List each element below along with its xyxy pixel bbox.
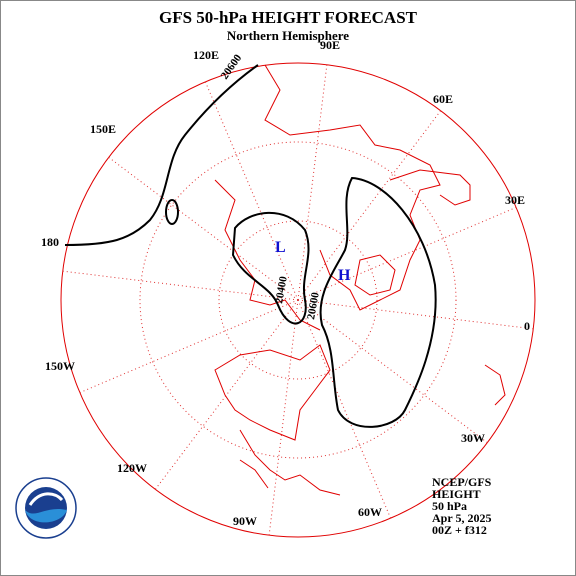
height-contour [64,64,259,246]
longitude-label: 30W [461,431,485,445]
coastline [214,179,321,331]
coastline [214,344,331,441]
longitude-label: 120E [193,48,219,62]
contour-label: 20400 [273,275,290,305]
coastline [354,254,396,296]
height-contour [165,199,179,225]
longitude-label: 30E [505,193,525,207]
longitude-label: 0 [524,319,530,333]
height-contour [231,211,310,325]
latitude-circle [139,141,457,459]
longitude-label: 120W [117,461,147,475]
noaa-logo [15,477,77,539]
coastline [239,459,269,489]
coastline [484,364,506,406]
contours [64,64,437,428]
longitude-label: 150E [90,122,116,136]
low-center: L [275,239,286,256]
longitude-label: 60W [358,505,382,519]
subtitle: Northern Hemisphere [227,28,349,43]
contour-label: 20600 [305,291,322,321]
latitude-circle [218,220,378,380]
info-line: 00Z + f312 [432,523,487,537]
map-boundary [60,62,536,538]
logo-bird [28,492,64,506]
graticule [60,62,536,538]
info-line: HEIGHT [432,487,481,501]
coastline [389,169,471,206]
longitude-label: 90W [233,514,257,528]
logo-wave [25,508,67,523]
coastline [239,429,341,496]
high-center: H [338,267,351,284]
coastline [264,64,441,311]
longitude-label: 150W [45,359,75,373]
info-line: NCEP/GFS [432,475,492,489]
longitude-label: 90E [320,38,340,52]
longitude-label: 60E [433,92,453,106]
info-line: 50 hPa [432,499,467,513]
longitude-label: 180 [41,235,59,249]
info-line: Apr 5, 2025 [432,511,491,525]
height-contour [319,176,437,428]
title: GFS 50-hPa HEIGHT FORECAST [159,8,418,27]
coastlines [214,64,506,496]
